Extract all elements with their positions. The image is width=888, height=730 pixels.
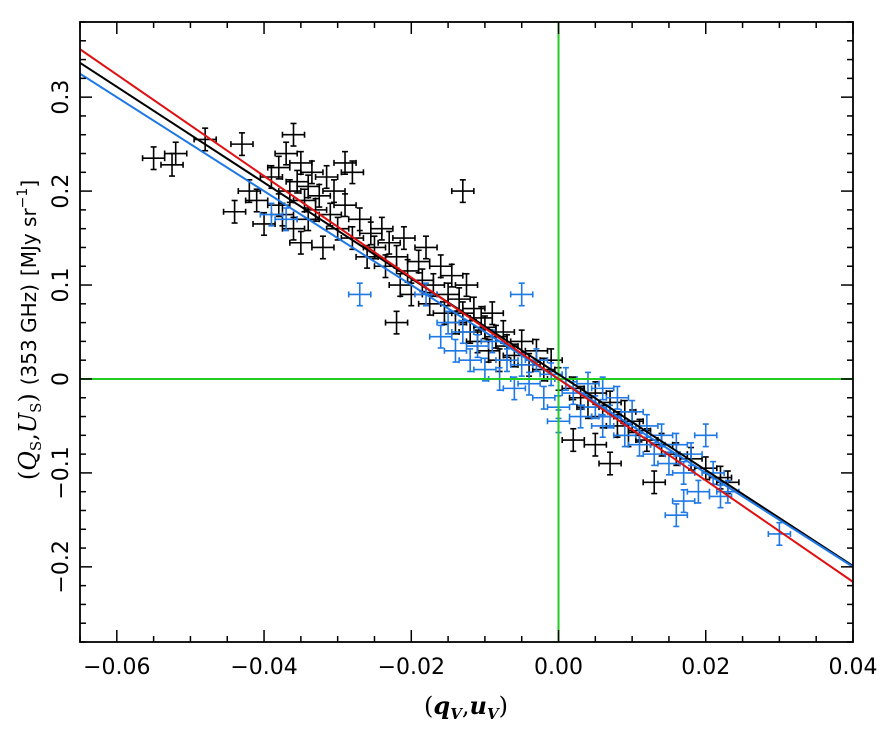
y-axis-label: (QS,US)(353 GHz)[MJy sr−1] <box>14 180 45 480</box>
data-point <box>458 348 483 373</box>
axis-ticks <box>79 21 854 643</box>
data-point <box>450 319 475 345</box>
x-tick-label: 0.00 <box>534 655 583 680</box>
data-point <box>222 199 247 224</box>
fit-line-3 <box>80 48 853 583</box>
plot-frame <box>79 21 854 643</box>
x-tick-label: 0.04 <box>829 655 878 680</box>
data-point <box>340 160 365 185</box>
data-point <box>406 249 431 274</box>
fit-line-2 <box>80 72 853 568</box>
y-tick-label: 0.3 <box>49 80 74 115</box>
y-tick-label: 0.2 <box>49 174 74 209</box>
data-point <box>502 376 527 401</box>
data-point <box>642 470 667 495</box>
data-point <box>274 141 298 166</box>
data-point <box>300 160 324 185</box>
data-point <box>561 427 586 453</box>
data-point <box>392 225 416 251</box>
data-point <box>531 385 556 410</box>
data-point <box>671 489 696 514</box>
data-point <box>377 230 402 255</box>
x-tick-label: 0.02 <box>681 655 730 680</box>
x-tick-label: −0.06 <box>83 655 150 680</box>
data-point <box>274 207 298 232</box>
data-point <box>311 235 335 260</box>
data-point <box>450 179 475 204</box>
data-point <box>568 404 593 429</box>
data-point <box>384 310 409 335</box>
data-point <box>436 310 460 335</box>
y-tick-label: −0.2 <box>49 540 74 593</box>
data-point <box>495 348 519 373</box>
data-point <box>576 371 600 396</box>
x-axis-label: (qV,uV) <box>424 691 508 723</box>
data-point <box>679 442 703 467</box>
data-point <box>480 301 505 326</box>
data-point <box>230 132 254 157</box>
data-point <box>509 282 534 307</box>
series-2 <box>259 202 792 547</box>
data-point <box>620 399 644 424</box>
y-tick-label: 0 <box>49 372 74 386</box>
data-point <box>443 338 468 363</box>
data-point <box>414 235 438 260</box>
data-point <box>693 423 718 448</box>
fit-lines <box>80 48 853 583</box>
data-point <box>517 371 541 396</box>
data-point <box>767 521 792 547</box>
data-point <box>333 193 357 218</box>
data-point <box>583 432 608 457</box>
data-point <box>454 272 479 298</box>
data-point <box>369 216 394 241</box>
data-point <box>465 334 490 359</box>
data-point <box>314 164 339 190</box>
data-point <box>322 179 346 204</box>
data-point <box>163 141 188 166</box>
data-point <box>590 376 615 401</box>
reference-lines <box>80 22 853 642</box>
data-point <box>307 183 332 208</box>
x-tick-labels: −0.06 −0.04 −0.02 0.00 0.02 0.04 <box>83 655 877 680</box>
y-tick-label: −0.1 <box>49 446 74 499</box>
data-point <box>612 423 637 448</box>
data-point <box>664 503 689 528</box>
data-point <box>347 282 372 307</box>
y-tick-labels: −0.2 −0.1 0 0.1 0.2 0.3 <box>49 80 74 594</box>
data-point <box>605 385 630 410</box>
data-point <box>325 216 350 241</box>
data-point <box>439 263 464 288</box>
data-point <box>686 479 711 504</box>
data-point <box>598 451 622 476</box>
data-points <box>141 122 792 547</box>
x-tick-label: −0.04 <box>230 655 297 680</box>
data-point <box>252 211 276 237</box>
data-point <box>289 230 313 255</box>
data-point <box>160 152 184 177</box>
data-point <box>259 202 284 227</box>
data-point <box>473 357 497 382</box>
y-tick-label: 0.1 <box>49 268 74 303</box>
data-point <box>281 122 306 147</box>
x-tick-label: −0.02 <box>378 655 445 680</box>
